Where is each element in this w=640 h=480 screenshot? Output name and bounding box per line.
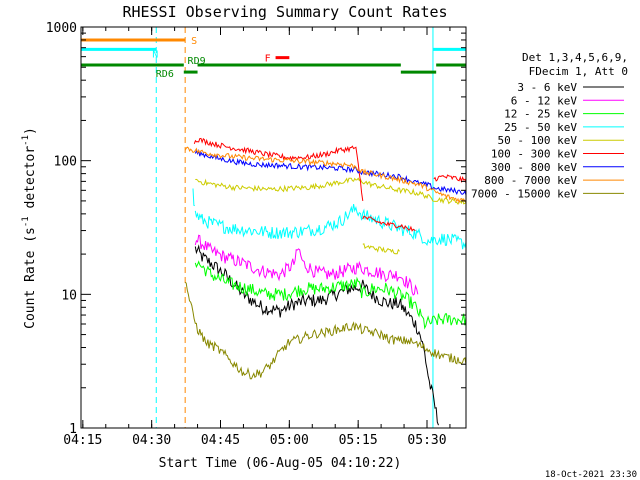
legend-label: 7000 - 15000 keV (471, 187, 577, 200)
y-tick-label: 1000 (46, 21, 77, 36)
legend-header-2: FDecim 1, Att 0 (529, 65, 628, 78)
legend: Det 1,3,4,5,6,9, FDecim 1, Att 0 3 - 6 k… (471, 51, 628, 200)
legend-label: 800 - 7000 keV (484, 174, 577, 187)
flag-label: N (152, 49, 158, 60)
series-line (433, 174, 466, 186)
x-axis-label: Start Time (06-Aug-05 04:10:22) (159, 456, 402, 471)
series-line (184, 146, 466, 204)
legend-label: 300 - 800 keV (491, 161, 577, 174)
series-group (184, 137, 494, 426)
series-line (194, 204, 466, 250)
y-axis: 1 10 100 1000 (46, 21, 466, 437)
flag-label: S (191, 36, 197, 47)
series-line (194, 234, 419, 296)
legend-label: 100 - 300 keV (491, 148, 577, 161)
series-line (195, 177, 466, 205)
y-tick-label: 100 (54, 155, 77, 170)
legend-label: 25 - 50 keV (504, 121, 577, 134)
legend-label: 6 - 12 keV (511, 94, 578, 107)
legend-label: 3 - 6 keV (517, 81, 577, 94)
y-axis-label: Count Rate (s-1 detector-1) (21, 127, 38, 329)
flag-label: RD6 (156, 69, 174, 80)
legend-label: 12 - 25 keV (504, 108, 577, 121)
x-tick-label: 04:30 (132, 433, 171, 448)
series-line (194, 244, 439, 426)
x-tick-label: 05:30 (407, 433, 446, 448)
series-line (184, 281, 466, 380)
series-line (362, 215, 416, 232)
legend-header-1: Det 1,3,4,5,6,9, (522, 51, 628, 64)
x-axis: 04:15 04:30 04:45 05:00 05:15 05:30 (63, 27, 451, 448)
series-line (194, 148, 466, 197)
series-line (493, 394, 494, 422)
flag-label: F (265, 54, 271, 65)
timestamp: 18-Oct-2021 23:30 (545, 470, 637, 480)
y-tick-label: 1 (69, 422, 77, 437)
x-tick-label: 05:15 (339, 433, 378, 448)
chart-title: RHESSI Observing Summary Count Rates (122, 3, 447, 21)
series-line (194, 260, 466, 330)
x-tick-label: 05:00 (270, 433, 309, 448)
flag-label: RD9 (188, 56, 206, 67)
y-tick-label: 10 (61, 288, 77, 303)
flag-bars: S N RD6 RD9 F (81, 36, 466, 80)
series-line (193, 137, 364, 201)
x-tick-label: 04:15 (63, 433, 102, 448)
legend-label: 50 - 100 keV (498, 134, 578, 147)
plot-frame (80, 26, 467, 429)
series-line (192, 188, 195, 207)
x-tick-label: 04:45 (201, 433, 240, 448)
series-line (362, 243, 400, 255)
